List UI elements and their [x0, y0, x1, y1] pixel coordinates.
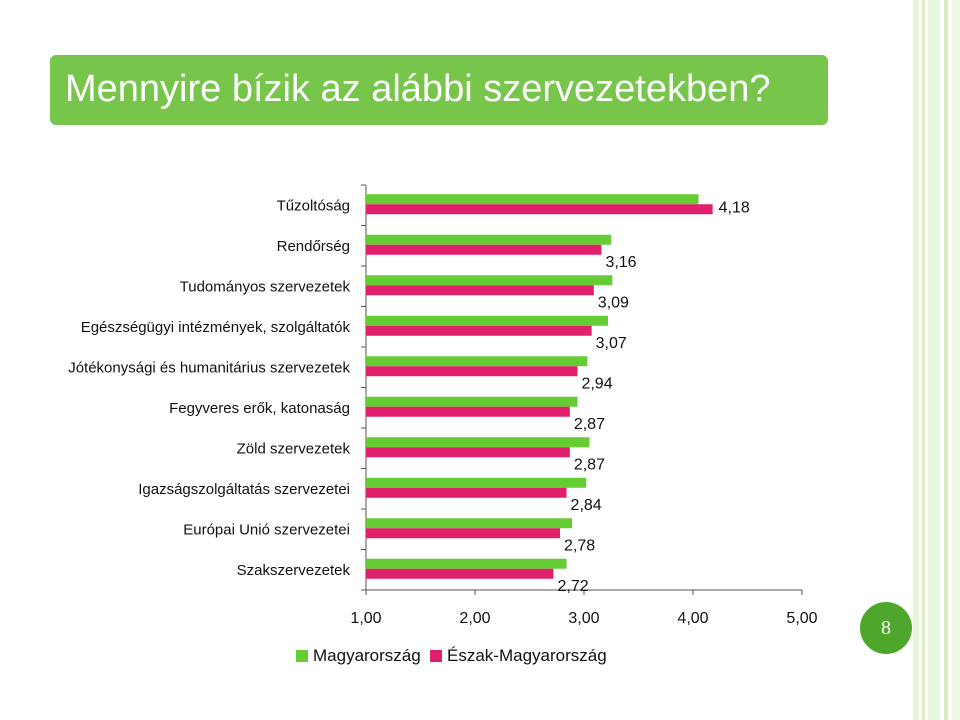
category-label: Zöld szervezetek — [237, 440, 351, 457]
category-label: Szakszervezetek — [237, 562, 351, 579]
bar-eszak-magyarorszag — [366, 447, 570, 458]
decor-stripe — [928, 0, 940, 720]
bar-magyarorszag — [366, 234, 612, 245]
data-label: 2,87 — [574, 456, 605, 473]
data-label: 2,78 — [564, 537, 595, 554]
data-label: 2,87 — [574, 416, 605, 433]
decor-stripe — [913, 0, 919, 720]
bar-eszak-magyarorszag — [366, 406, 570, 417]
legend-label: Magyarország — [313, 646, 421, 665]
bar-magyarorszag — [366, 518, 573, 529]
slide-title: Mennyire bízik az alábbi szervezetekben? — [65, 68, 771, 110]
data-label: 2,72 — [557, 578, 588, 595]
data-label: 2,84 — [571, 497, 602, 514]
bar-eszak-magyarorszag — [366, 244, 602, 255]
decor-stripe — [952, 0, 960, 720]
data-label: 4,18 — [719, 199, 750, 216]
bar-eszak-magyarorszag — [366, 325, 592, 336]
data-label: 3,07 — [596, 335, 627, 352]
category-label: Rendőrség — [277, 238, 350, 255]
legend-swatch — [296, 650, 308, 662]
page-number-badge: 8 — [860, 602, 912, 654]
bar-eszak-magyarorszag — [366, 568, 554, 579]
bar-magyarorszag — [366, 356, 588, 367]
legend-item-eszak-magyarorszag: Észak-Magyarország — [430, 646, 607, 666]
legend-label: Észak-Magyarország — [447, 646, 607, 665]
category-label: Jótékonysági és humanitárius szervezetek — [68, 359, 350, 376]
decor-stripe — [944, 0, 948, 720]
x-tick-label: 3,00 — [568, 610, 599, 627]
bar-magyarorszag — [366, 275, 613, 286]
category-label: Tudományos szervezetek — [180, 278, 351, 295]
bar-eszak-magyarorszag — [366, 366, 578, 377]
category-label: Egészségügyi intézmények, szolgáltatók — [81, 319, 351, 336]
bar-eszak-magyarorszag — [366, 528, 561, 539]
x-tick-label: 2,00 — [459, 610, 490, 627]
bar-magyarorszag — [366, 315, 608, 326]
decor-stripe — [922, 0, 925, 720]
x-tick-label: 5,00 — [786, 610, 817, 627]
data-label: 3,09 — [598, 294, 629, 311]
x-tick-label: 1,00 — [350, 610, 381, 627]
bar-magyarorszag — [366, 437, 590, 448]
bar-eszak-magyarorszag — [366, 285, 594, 296]
bar-magyarorszag — [366, 194, 699, 205]
bar-eszak-magyarorszag — [366, 487, 567, 498]
legend-swatch — [430, 650, 442, 662]
x-tick-label: 4,00 — [677, 610, 708, 627]
bar-magyarorszag — [366, 396, 578, 407]
category-label: Fegyveres erők, katonaság — [169, 400, 350, 417]
data-label: 3,16 — [605, 254, 636, 271]
legend-item-magyarorszag: Magyarország — [296, 646, 421, 666]
title-banner: Mennyire bízik az alábbi szervezetekben? — [50, 55, 828, 125]
category-label: Tűzoltóság — [277, 197, 350, 214]
data-label: 2,94 — [581, 375, 612, 392]
category-label: Európai Unió szervezetei — [183, 521, 350, 538]
bar-eszak-magyarorszag — [366, 204, 713, 215]
bar-magyarorszag — [366, 477, 587, 488]
bar-magyarorszag — [366, 558, 567, 569]
category-label: Igazságszolgáltatás szervezetei — [138, 481, 350, 498]
